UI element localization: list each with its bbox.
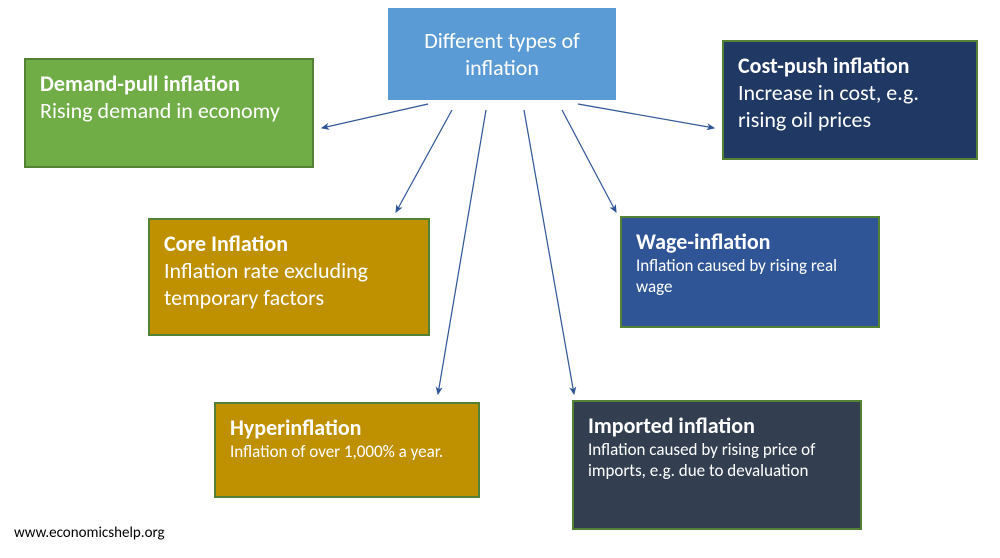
node-wage-title: Wage-inflation [636, 228, 864, 255]
node-wage: Wage-inflationInflation caused by rising… [620, 216, 880, 328]
node-cost-push: Cost-push inflationIncrease in cost, e.g… [722, 40, 978, 160]
footer-text: www.economicshelp.org [14, 524, 165, 542]
node-demand-pull-desc: Rising demand in economy [40, 97, 298, 124]
node-demand-pull-title: Demand-pull inflation [40, 70, 298, 97]
arrow [322, 104, 428, 128]
node-core-desc: Inflation rate excluding temporary facto… [164, 257, 414, 311]
node-cost-push-title: Cost-push inflation [738, 52, 962, 79]
node-core: Core InflationInflation rate excluding t… [148, 218, 430, 336]
node-wage-desc: Inflation caused by rising real wage [636, 255, 864, 297]
node-hyper-title: Hyperinflation [230, 414, 464, 441]
node-hyper-desc: Inflation of over 1,000% a year. [230, 441, 464, 462]
node-hyper: HyperinflationInflation of over 1,000% a… [214, 402, 480, 498]
node-demand-pull: Demand-pull inflationRising demand in ec… [24, 58, 314, 168]
arrow [524, 110, 574, 394]
node-core-title: Core Inflation [164, 230, 414, 257]
footer-attribution: www.economicshelp.org [14, 524, 165, 542]
node-cost-push-desc: Increase in cost, e.g. rising oil prices [738, 79, 962, 133]
center-title-box: Different types of inflation [388, 8, 616, 100]
node-imported-desc: Inflation caused by rising price of impo… [588, 439, 846, 481]
arrow [396, 110, 452, 212]
center-title-text: Different types of inflation [402, 27, 602, 81]
arrow [578, 104, 714, 128]
node-imported-title: Imported inflation [588, 412, 846, 439]
arrow [562, 110, 616, 212]
arrow [438, 110, 486, 394]
node-imported: Imported inflationInflation caused by ri… [572, 400, 862, 530]
